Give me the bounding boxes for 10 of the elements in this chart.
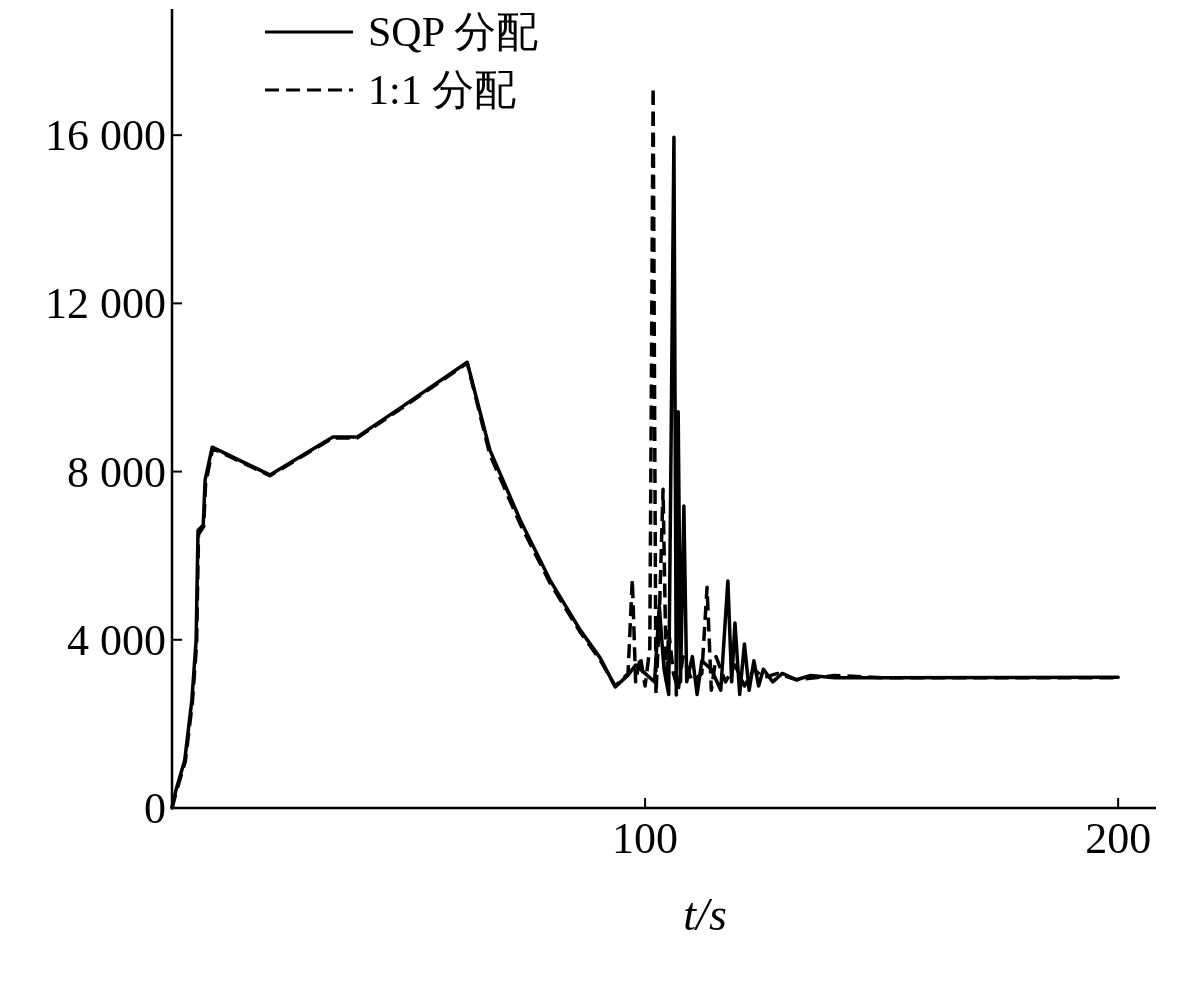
y-tick-label: 4 000 xyxy=(67,615,166,665)
x-tick-label: 100 xyxy=(612,814,679,863)
y-tick-label: 12 000 xyxy=(45,279,166,329)
y-tick-label: 16 000 xyxy=(45,111,166,161)
y-tick-label: 0 xyxy=(144,784,166,833)
x-axis-title: t/s xyxy=(683,889,727,940)
y-tick-label: 8 000 xyxy=(67,447,166,497)
legend-label: SQP 分配 xyxy=(368,9,538,55)
legend-label: 1:1 分配 xyxy=(368,67,517,113)
x-tick-label: 200 xyxy=(1085,814,1152,863)
